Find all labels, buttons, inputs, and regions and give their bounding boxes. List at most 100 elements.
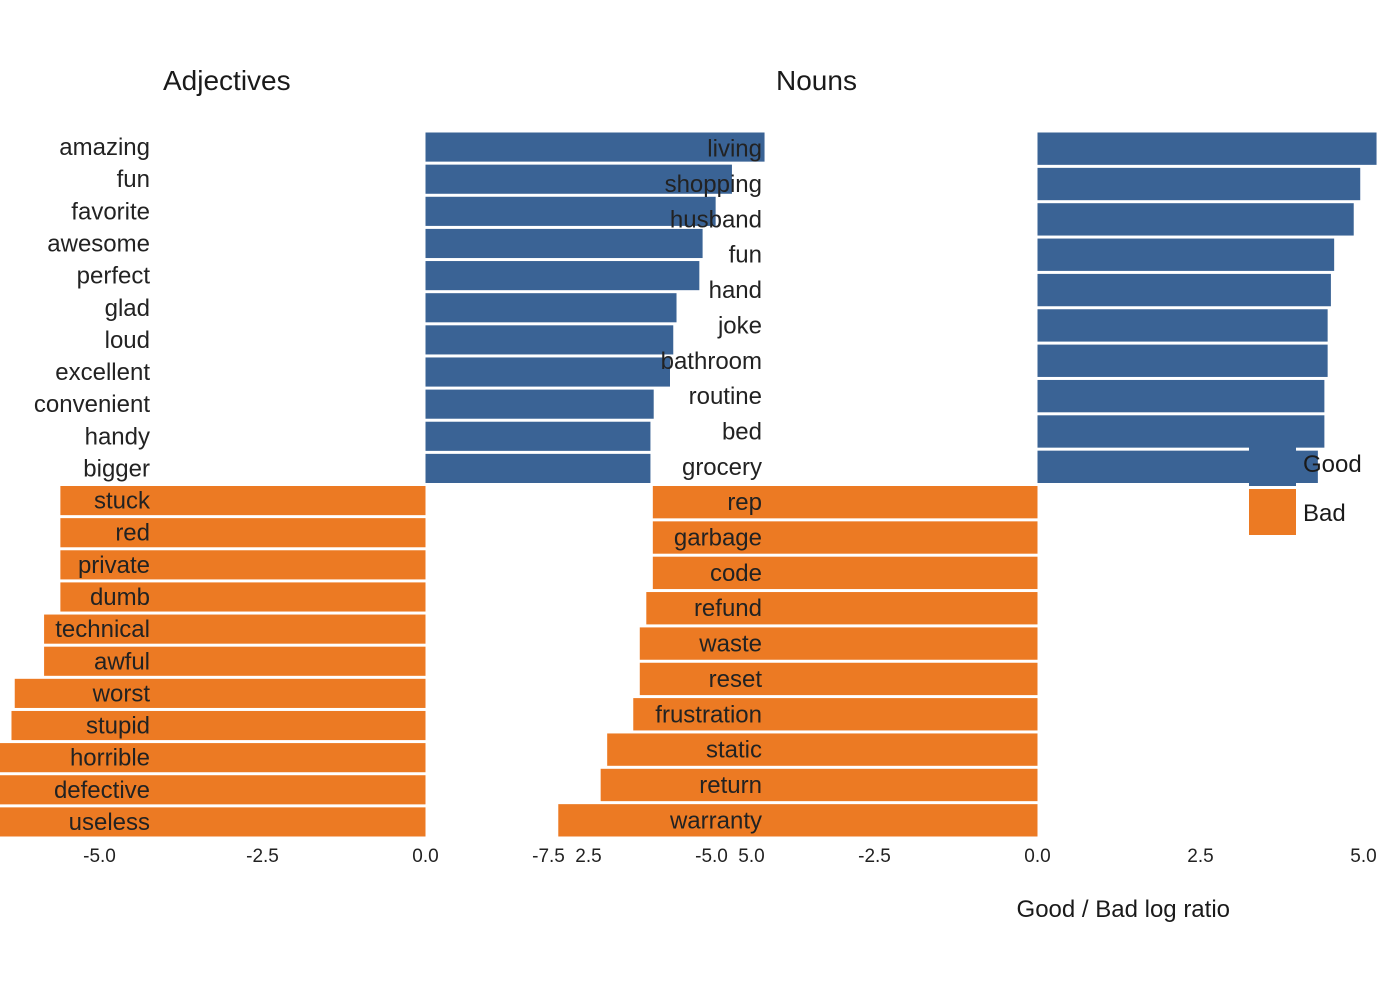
nouns-panel: Nouns Good / Bad log ratio living shoppin… [532,65,1377,923]
x-axis-title: Good / Bad log ratio [1017,896,1230,923]
noun-label-frustration: frustration [655,701,762,728]
adjective-bar-private [60,550,426,580]
adjective-bar-defective [0,775,426,805]
adjective-bar-awful [44,646,426,676]
adjective-label-excellent: excellent [55,359,150,386]
adjective-bar-glad [425,293,677,323]
x-tick-label: 5.0 [1350,846,1376,867]
nouns-title: Nouns [776,65,857,96]
noun-bar-code [652,556,1038,590]
x-tick-label: -2.5 [858,846,891,867]
x-tick-label: 5.0 [738,846,764,867]
adjective-label-stuck: stuck [94,488,151,515]
adjective-label-favorite: favorite [71,198,150,225]
noun-label-return: return [699,772,762,799]
noun-label-rep: rep [727,489,762,516]
noun-bar-husband [1037,203,1354,236]
x-tick-label: 2.5 [1187,846,1213,867]
x-tick-label: -2.5 [246,846,279,867]
adjective-bar-loud [425,325,674,355]
x-tick-label: -5.0 [83,846,116,867]
adjectives-panel: Adjectives amazing fun favorite awesome perf… [0,65,765,867]
noun-label-joke: joke [717,312,762,339]
adjective-label-fun: fun [117,166,150,193]
legend-swatch-bad [1249,489,1296,535]
adjective-bar-awesome [425,228,703,259]
noun-label-husband: husband [670,206,762,233]
noun-bar-living [1037,132,1377,165]
noun-label-shopping: shopping [665,171,762,198]
noun-label-code: code [710,560,762,587]
noun-bar-routine [1037,379,1325,413]
adjective-bar-bigger [425,453,651,483]
adjective-bar-technical [44,614,426,644]
noun-bar-return [600,768,1038,802]
noun-label-hand: hand [709,277,762,304]
adjective-label-horrible: horrible [70,745,150,772]
noun-label-routine: routine [689,383,762,410]
noun-bar-garbage [652,521,1038,554]
adjective-label-perfect: perfect [77,263,151,290]
adjective-bar-useless [0,807,426,837]
noun-label-bed: bed [722,418,762,445]
noun-bar-fun [1037,238,1335,271]
adjective-bar-fun [425,164,732,194]
adjective-label-loud: loud [105,327,150,354]
noun-label-static: static [706,737,762,764]
x-tick-label: 0.0 [412,846,438,867]
adjective-label-dumb: dumb [90,584,150,611]
noun-bar-joke [1037,309,1328,342]
noun-bar-rep [652,486,1038,519]
adjective-label-useless: useless [69,809,150,836]
noun-label-reset: reset [709,666,763,693]
x-tick-label: -5.0 [695,846,728,867]
adjective-bar-perfect [425,261,700,291]
noun-bar-static [607,733,1038,766]
adjective-label-defective: defective [54,777,150,804]
adjective-bar-amazing [425,132,765,162]
adjective-label-awesome: awesome [47,230,150,257]
adjective-label-amazing: amazing [59,134,150,161]
adjective-bar-horrible [0,743,426,773]
noun-label-waste: waste [698,631,762,658]
noun-label-living: living [707,136,762,163]
noun-bar-frustration [633,698,1038,731]
noun-label-warranty: warranty [669,807,762,834]
adjective-label-bigger: bigger [83,455,150,482]
noun-bar-hand [1037,273,1331,307]
legend-label-bad: Bad [1303,500,1346,527]
adjective-label-handy: handy [85,423,150,450]
x-tick-label: 0.0 [1024,846,1050,867]
adjective-label-glad: glad [105,295,150,322]
adjective-bar-convenient [425,389,654,419]
legend-label-good: Good [1303,451,1362,478]
legend: Good Bad [1249,440,1362,535]
x-tick-label: 2.5 [575,846,601,867]
adjective-bar-excellent [425,357,670,387]
adjective-label-red: red [115,520,150,547]
noun-bar-waste [639,627,1038,660]
noun-label-grocery: grocery [682,454,762,481]
adjective-bar-handy [425,421,651,451]
noun-bar-shopping [1037,167,1361,201]
noun-bar-bathroom [1037,344,1328,377]
adjective-bar-worst [14,678,426,708]
noun-bar-reset [639,662,1038,696]
noun-label-garbage: garbage [674,525,762,552]
noun-label-bathroom: bathroom [661,348,762,375]
noun-label-refund: refund [694,595,762,622]
adjectives-title: Adjectives [163,65,291,96]
x-tick-label: -7.5 [532,846,565,867]
adjective-bar-favorite [425,196,716,226]
adjective-label-stupid: stupid [86,713,150,740]
adjective-label-technical: technical [55,616,150,643]
adjective-label-worst: worst [92,680,151,707]
adjective-bar-dumb [60,582,426,612]
noun-bar-refund [646,592,1038,625]
adjective-label-convenient: convenient [34,391,150,418]
adjective-bar-red [60,518,426,548]
noun-bar-warranty [558,804,1038,837]
adjective-bar-stupid [11,710,426,741]
legend-swatch-good [1249,440,1296,486]
